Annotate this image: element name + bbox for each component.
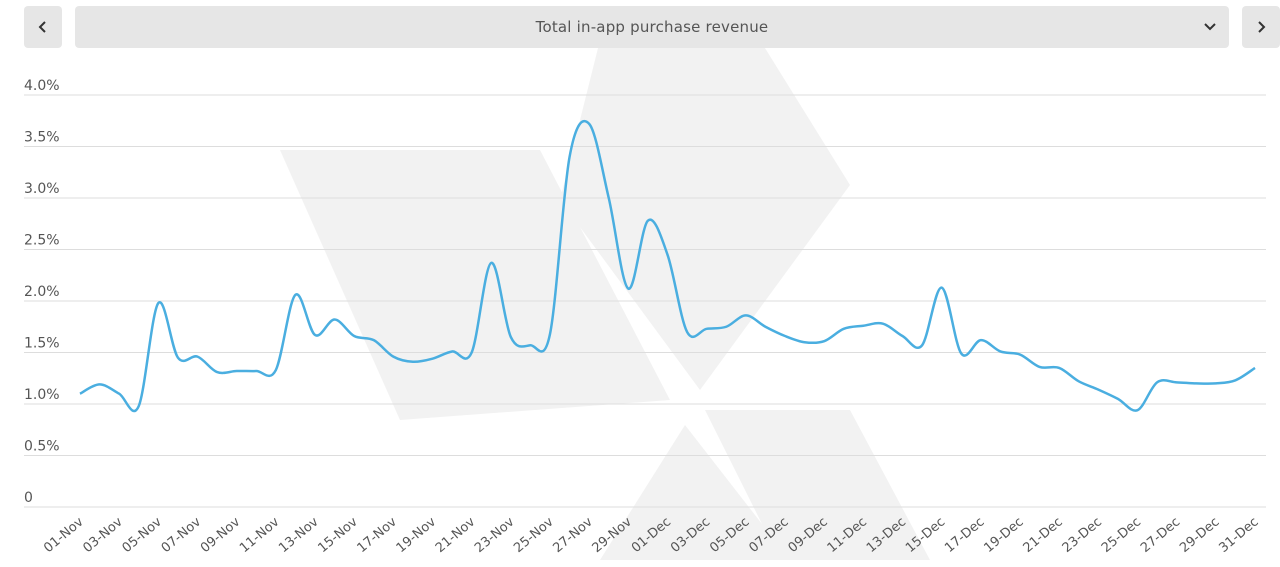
x-tick-label: 15-Nov <box>315 514 361 556</box>
chevron-left-icon <box>38 21 46 33</box>
x-tick-label: 27-Nov <box>550 514 596 556</box>
x-axis-ticks: 01-Nov03-Nov05-Nov07-Nov09-Nov11-Nov13-N… <box>41 514 1261 556</box>
x-tick-label: 15-Dec <box>903 515 948 556</box>
x-tick-label: 17-Nov <box>355 514 401 556</box>
y-tick-label: 3.5% <box>24 130 60 146</box>
x-tick-label: 05-Dec <box>707 515 752 556</box>
series-line <box>79 119 1256 413</box>
y-tick-label: 1.0% <box>24 387 60 403</box>
y-tick-label: 0.5% <box>24 439 60 455</box>
x-tick-label: 27-Dec <box>1138 515 1183 556</box>
x-tick-label: 25-Dec <box>1099 515 1144 556</box>
x-tick-label: 03-Dec <box>668 515 713 556</box>
x-tick-label: 13-Dec <box>864 515 909 556</box>
x-tick-label: 31-Dec <box>1216 515 1261 556</box>
chevron-down-icon <box>1204 23 1216 31</box>
x-tick-label: 25-Nov <box>511 514 557 556</box>
x-tick-label: 19-Nov <box>394 514 440 556</box>
x-tick-label: 29-Dec <box>1177 515 1222 556</box>
y-axis-ticks: 0 0.5% 1.0% 1.5% 2.0% 2.5% 3.0% 3.5% 4.0% <box>24 78 60 506</box>
x-tick-label: 01-Nov <box>41 514 87 556</box>
grid-lines <box>24 94 1266 508</box>
x-tick-label: 03-Nov <box>80 514 126 556</box>
x-tick-label: 21-Dec <box>1021 515 1066 556</box>
y-tick-label: 0 <box>24 490 33 506</box>
x-tick-label: 11-Dec <box>825 515 870 556</box>
x-tick-label: 29-Nov <box>590 514 636 556</box>
x-tick-label: 21-Nov <box>433 514 479 556</box>
next-button[interactable] <box>1242 6 1280 48</box>
series-layer <box>79 119 1256 413</box>
chevron-right-icon <box>1258 21 1266 33</box>
x-tick-label: 09-Nov <box>198 514 244 556</box>
previous-button[interactable] <box>24 6 62 48</box>
y-tick-label: 4.0% <box>24 78 60 94</box>
metric-selector-label: Total in-app purchase revenue <box>535 18 769 36</box>
x-tick-label: 19-Dec <box>981 515 1026 556</box>
x-tick-label: 05-Nov <box>120 514 166 556</box>
y-tick-label: 1.5% <box>24 336 60 352</box>
line-chart: 0 0.5% 1.0% 1.5% 2.0% 2.5% 3.0% 3.5% 4.0% 01-Nov… <box>24 78 1266 556</box>
x-tick-label: 07-Nov <box>159 514 205 556</box>
x-tick-label: 13-Nov <box>276 514 322 556</box>
y-tick-label: 2.0% <box>24 284 60 300</box>
y-tick-label: 3.0% <box>24 181 60 197</box>
x-tick-label: 17-Dec <box>942 515 987 556</box>
x-tick-label: 01-Dec <box>629 515 674 556</box>
metric-selector-dropdown[interactable]: Total in-app purchase revenue <box>75 6 1229 48</box>
x-tick-label: 11-Nov <box>237 514 283 556</box>
y-tick-label: 2.5% <box>24 233 60 249</box>
x-tick-label: 23-Dec <box>1060 515 1105 556</box>
x-tick-label: 09-Dec <box>786 515 831 556</box>
x-tick-label: 07-Dec <box>746 515 791 556</box>
x-tick-label: 23-Nov <box>472 514 518 556</box>
